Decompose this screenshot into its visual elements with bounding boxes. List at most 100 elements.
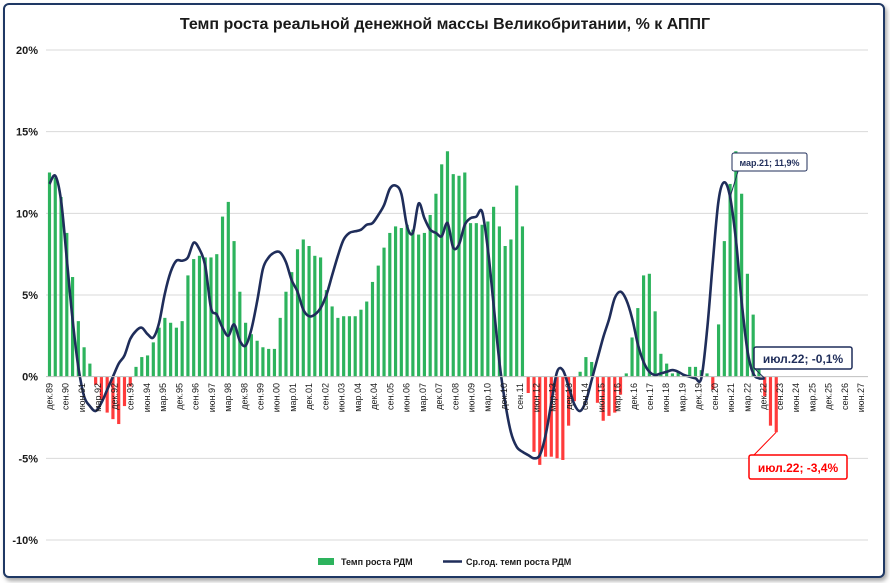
annotation-line-end-label: июл.22; -0,1% — [763, 352, 844, 366]
legend: Темп роста РДМ Ср.год. темп роста РДМ — [318, 557, 571, 567]
bar — [561, 376, 565, 460]
bar — [543, 376, 548, 457]
annotation-bar-end-label: июл.22; -3,4% — [758, 461, 839, 475]
x-tick-label: дек.04 — [369, 383, 379, 410]
bar — [272, 348, 277, 377]
bar — [647, 273, 651, 377]
bar — [463, 172, 467, 377]
bar — [122, 376, 127, 407]
bar — [711, 376, 715, 390]
x-tick-label: дек.13 — [564, 383, 574, 410]
bar — [65, 232, 69, 377]
bar — [734, 151, 738, 377]
y-tick-label: 10% — [16, 208, 38, 220]
annotation-layer: мар.21; 11,9% июл.22; -0,1% июл.22; -3,4% — [729, 152, 853, 480]
bar — [670, 373, 675, 377]
x-tick-label: дек.16 — [629, 383, 639, 410]
x-tick-label: мар.19 — [677, 383, 687, 412]
bar — [186, 275, 190, 377]
x-tick-label: июн.94 — [142, 383, 152, 412]
bar — [376, 265, 380, 377]
bar — [520, 226, 525, 377]
annotation-box — [731, 152, 808, 172]
bar — [440, 164, 444, 377]
bar — [347, 316, 352, 377]
x-tick-label: дек.01 — [304, 383, 314, 410]
bar — [249, 334, 253, 377]
bar — [486, 221, 490, 377]
x-tick-label: дек.98 — [239, 383, 249, 410]
y-tick-label: 0% — [22, 372, 38, 384]
bar — [555, 376, 559, 459]
bar — [411, 229, 415, 377]
bar — [76, 321, 80, 377]
bar — [659, 353, 663, 377]
bar — [428, 214, 432, 377]
bar — [342, 316, 346, 377]
bar — [578, 371, 582, 377]
bar — [716, 324, 721, 377]
x-tick-label: дек.25 — [824, 383, 834, 410]
bar — [526, 376, 530, 393]
x-tick-label: июн.00 — [272, 383, 282, 412]
bar — [653, 311, 657, 377]
bar — [693, 366, 698, 377]
bar — [618, 376, 623, 395]
bar — [763, 376, 767, 397]
bar — [151, 342, 155, 377]
annotation-peak-label: мар.21; 11,9% — [739, 158, 799, 168]
bar — [509, 239, 513, 377]
bar — [134, 366, 138, 377]
bar — [630, 337, 634, 377]
bar — [111, 376, 115, 420]
annotation-box — [748, 454, 848, 480]
x-tick-label: дек.19 — [694, 383, 704, 410]
legend-label-line: Ср.год. темп роста РДМ — [466, 557, 571, 567]
bar — [295, 249, 300, 377]
bar — [99, 376, 103, 400]
bar — [145, 355, 150, 377]
bar — [267, 348, 271, 377]
bar — [468, 223, 473, 377]
bar — [105, 376, 109, 413]
x-tick-label: сен.96 — [191, 383, 201, 410]
bar — [417, 234, 421, 377]
bar — [538, 376, 542, 465]
bar — [601, 376, 605, 421]
bar — [572, 376, 576, 402]
bar — [382, 247, 386, 377]
bar — [624, 373, 628, 377]
x-tick-label: июн.97 — [207, 383, 217, 412]
bar — [353, 316, 357, 377]
x-tick-label: сен.17 — [645, 383, 655, 410]
bar — [774, 376, 778, 433]
chart-title: Темп роста реальной денежной массы Велик… — [180, 16, 710, 33]
bar — [457, 175, 461, 377]
bar — [445, 151, 450, 377]
bar-series-layer — [47, 151, 778, 465]
bar — [688, 366, 692, 377]
bar — [203, 257, 207, 377]
bar — [422, 232, 426, 377]
bar — [480, 224, 484, 377]
y-tick-label: 15% — [16, 127, 38, 139]
bar — [53, 177, 57, 377]
bar — [515, 185, 519, 377]
x-tick-label: мар.10 — [483, 383, 493, 412]
bar — [434, 193, 438, 377]
x-tick-label: июн.03 — [337, 383, 347, 412]
bar — [549, 376, 553, 457]
x-tick-label: сен.93 — [126, 383, 136, 410]
bar — [722, 241, 726, 377]
bar — [740, 193, 744, 377]
x-tick-label: июн.24 — [791, 383, 801, 412]
bar — [163, 317, 167, 377]
grid-layer — [46, 49, 868, 541]
bar — [140, 357, 144, 377]
bar — [324, 290, 328, 377]
bar — [278, 317, 282, 377]
x-tick-label: мар.98 — [223, 383, 233, 412]
bar — [290, 272, 294, 377]
bar — [584, 357, 588, 377]
bar — [192, 259, 196, 377]
